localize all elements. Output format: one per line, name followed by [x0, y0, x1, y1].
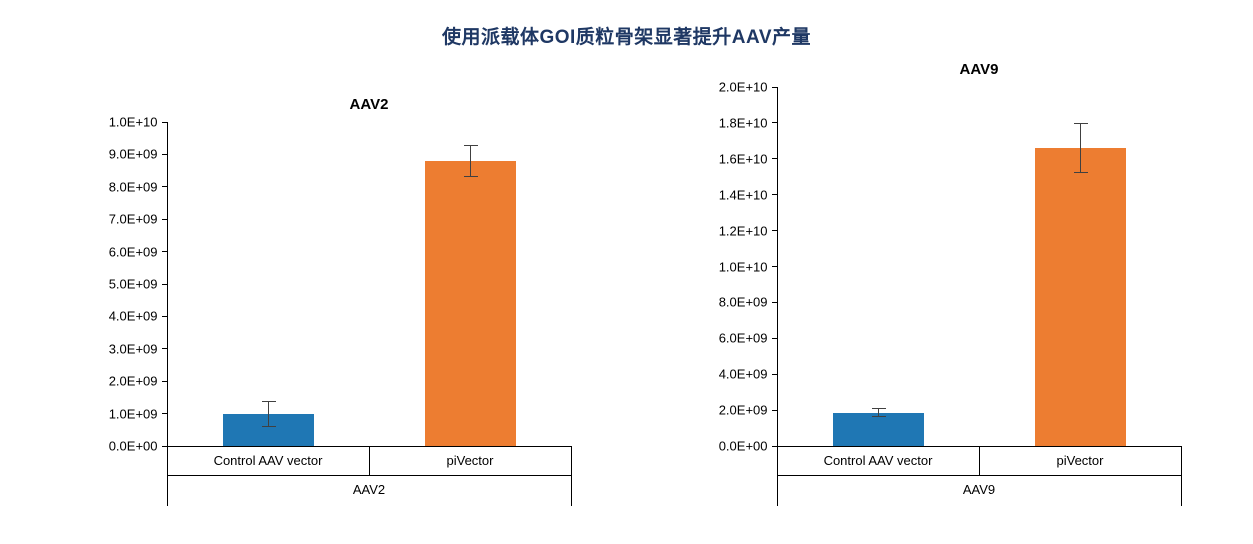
error-bar-cap-bottom [1073, 172, 1088, 174]
bar-pivector [1035, 148, 1126, 446]
category-label-control-aav-vector: Control AAV vector [213, 453, 323, 468]
y-tick-mark [771, 86, 778, 88]
error-bar-cap-bottom [261, 425, 276, 427]
y-tick-mark [161, 251, 168, 253]
plot-area: 0.0E+00 2.0E+09 4.0E+09 6.0E+09 8.0E+09 1.0E+… [719, 81, 1182, 453]
y-tick-mark [161, 315, 168, 317]
error-bar-cap-bottom [871, 416, 886, 418]
bar-pivector [425, 160, 516, 446]
y-tick-mark [771, 230, 778, 232]
error-bar-line [878, 408, 879, 418]
y-tick-label: 6.0E+09 [108, 244, 158, 260]
error-bar-control-aav-vector [261, 400, 276, 427]
y-tick-label: 1.0E+10 [718, 259, 768, 274]
y-tick-mark [161, 121, 168, 123]
group-label-aav2: AAV2 [352, 482, 386, 497]
y-tick-label: 2.0E+09 [718, 402, 768, 418]
y-tick-mark [161, 445, 168, 447]
y-tick-label: 0.0E+00 [108, 438, 158, 454]
y-tick-label: 8.0E+09 [108, 179, 158, 195]
chart-title: AAV2 [349, 96, 389, 113]
y-tick-mark [161, 283, 168, 285]
plot-area: 0.0E+00 1.0E+09 2.0E+09 3.0E+09 4.0E+09 5.0E+… [109, 116, 572, 453]
y-tick-label: 2.0E+09 [108, 373, 158, 389]
y-tick-label: 4.0E+09 [718, 366, 768, 382]
y-tick-label: 0.0E+00 [718, 438, 768, 454]
y-tick-label: 1.2E+10 [718, 223, 768, 239]
y-tick-label: 6.0E+09 [718, 330, 768, 346]
chart-aav2: AAV2 0.0E+00 1.0E+09 2.0E+09 3.0E+09 4.0E+09 5… [72, 96, 572, 506]
y-tick-mark [771, 194, 778, 196]
charts-row: AAV2 0.0E+00 1.0E+09 2.0E+09 3.0E+09 4.0E+09 5… [0, 61, 1253, 506]
y-tick-label: 9.0E+09 [108, 146, 158, 162]
y-tick-label: 1.8E+10 [718, 115, 768, 131]
y-tick-mark [161, 413, 168, 415]
y-tick-label: 8.0E+09 [718, 294, 768, 310]
error-bar-cap-top [463, 144, 478, 146]
error-bar-cap-top [871, 408, 886, 410]
y-tick-label: 7.0E+09 [108, 211, 158, 227]
y-tick-mark [161, 348, 168, 350]
y-tick-label: 1.0E+10 [108, 114, 158, 130]
error-bar-line [1080, 122, 1081, 174]
group-label-aav9: AAV9 [962, 482, 996, 497]
main-title: 使用派载体GOI质粒骨架显著提升AAV产量 [441, 27, 812, 48]
y-tick-label: 5.0E+09 [108, 276, 158, 292]
group-axis-row: AAV2 [166, 476, 572, 506]
chart-aav9: AAV9 0.0E+00 2.0E+09 4.0E+09 6.0E+09 8.0E+09 1… [682, 61, 1182, 506]
category-label-pivector: piVector [978, 447, 1181, 475]
y-tick-mark [771, 122, 778, 124]
y-tick-mark [771, 445, 778, 447]
y-tick-mark [161, 186, 168, 188]
error-bar-control-aav-vector [871, 408, 886, 418]
y-tick-mark [161, 218, 168, 220]
y-tick-label: 3.0E+09 [108, 341, 158, 357]
category-label-pivector: piVector [368, 447, 571, 475]
y-tick-label: 1.4E+10 [718, 187, 768, 203]
error-bar-cap-top [1073, 122, 1088, 124]
chart-title: AAV9 [959, 61, 999, 78]
y-tick-mark [771, 373, 778, 375]
y-tick-label: 4.0E+09 [108, 308, 158, 324]
bar-control-aav-vector [833, 412, 924, 446]
y-tick-mark [771, 337, 778, 339]
error-bar-pivector [463, 144, 478, 178]
y-tick-mark [771, 158, 778, 160]
error-bar-cap-bottom [463, 176, 478, 178]
y-tick-label: 1.0E+09 [108, 406, 158, 422]
y-tick-mark [771, 409, 778, 411]
category-axis-row: Control AAV vector piVector [166, 447, 572, 476]
category-axis-row: Control AAV vector piVector [776, 447, 1182, 476]
y-tick-mark [161, 153, 168, 155]
error-bar-line [268, 400, 269, 427]
y-tick-mark [771, 266, 778, 267]
error-bar-cap-top [261, 400, 276, 402]
y-tick-label: 1.6E+10 [718, 151, 768, 167]
group-axis-row: AAV9 [776, 476, 1182, 506]
y-tick-mark [161, 380, 168, 382]
category-label-control-aav-vector: Control AAV vector [823, 453, 933, 468]
error-bar-pivector [1073, 122, 1088, 174]
error-bar-line [470, 144, 471, 178]
y-tick-mark [771, 301, 778, 303]
y-tick-label: 2.0E+10 [718, 79, 768, 95]
